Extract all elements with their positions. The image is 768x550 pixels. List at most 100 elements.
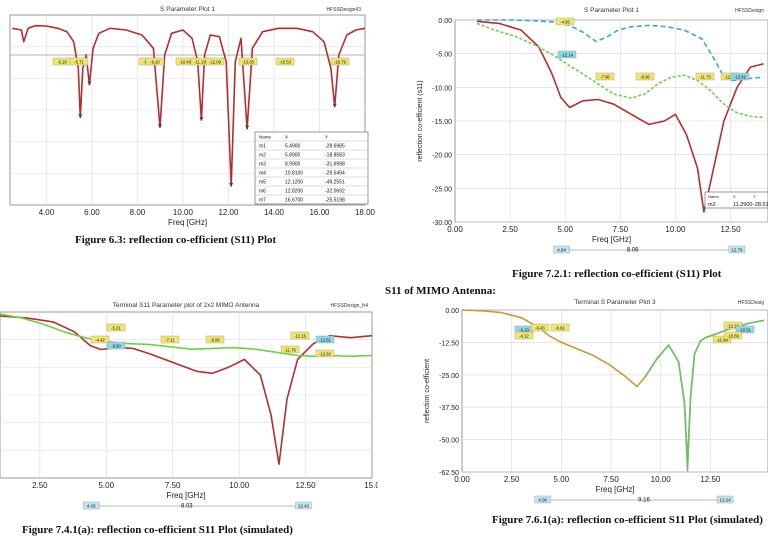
marker-m3	[157, 124, 162, 129]
value-flag-label: -12.16	[294, 334, 307, 339]
delta-label: 8.03	[181, 504, 193, 510]
value-flag	[69, 57, 89, 66]
chart-4-svg: Terminal S Parameter Plot 3 HFSSDesig 0.00…	[424, 299, 768, 504]
value-flag-label: -12.19	[727, 324, 740, 329]
series-line-1	[0, 315, 373, 465]
value-flag-label: -5.21	[111, 326, 121, 331]
chart-s11-plot-1: S Parameter Plot 1 HFSSDesign43 4.00 6.00 8.…	[0, 0, 378, 230]
marker-table-cell: -28.51	[753, 202, 768, 208]
marker-table-cell: 5.4900	[285, 144, 301, 150]
brand-label: HFSSDesign_fr4	[330, 303, 368, 309]
delta-label: 8.06	[627, 248, 639, 254]
x-axis-label: Freq [GHz]	[592, 235, 631, 244]
x-tick-label: 12.50	[296, 481, 317, 490]
marker-table-cell: 5.8900	[285, 153, 301, 159]
brand-label: HFSSDesig	[738, 300, 764, 306]
caption-figure-7-4-1a: Figure 7.4.1(a): reflection co-efficient…	[22, 524, 293, 536]
marker-table-header: X	[285, 135, 288, 140]
x-tick-label: 4.00	[39, 208, 55, 217]
plot-area	[461, 309, 768, 473]
value-flag-label: -12.92	[319, 352, 332, 357]
chart-3-svg: Terminal S11 Parameter plot of 2x2 MIMO …	[0, 302, 378, 510]
chart-title: Terminal S11 Parameter plot of 2x2 MIMO …	[113, 302, 260, 309]
marker-table-cell: -29.5494	[325, 171, 345, 177]
chart-s11-plot-3: Terminal S11 Parameter plot of 2x2 MIMO …	[0, 298, 378, 520]
x-tick-label: 5.00	[557, 225, 573, 234]
x-tick-label: 10.00	[173, 208, 194, 217]
x-tick-label: 0.00	[447, 225, 463, 234]
value-flag	[90, 335, 110, 344]
y-tick-label: -10.00	[432, 85, 452, 92]
chart-title: Terminal S Parameter Plot 3	[574, 299, 656, 306]
value-flag	[238, 57, 258, 66]
marker-table-cell: -49.2551	[325, 180, 345, 186]
chart-title: S Parameter Plot 1	[584, 7, 639, 14]
delta-label: 4.84	[557, 248, 566, 253]
value-flag	[315, 349, 335, 358]
series-line-1	[12, 24, 366, 187]
value-flag-label: -6.10	[519, 328, 529, 333]
marker-table-header: Y	[753, 194, 756, 199]
caption-figure-7-6-1a: Figure 7.6.1(a): reflection co-efficient…	[492, 514, 763, 526]
y-axis-label: reflection co-efficient (s11)	[417, 80, 424, 161]
marker-table-header: X	[733, 194, 736, 199]
chart-title: S Parameter Plot 1	[160, 6, 215, 13]
delta-label: 13.24	[719, 498, 731, 503]
series-line-3	[477, 19, 764, 82]
x-tick-label: 8.00	[130, 208, 146, 217]
x-tick-label: 7.50	[165, 481, 181, 490]
x-tick-label: 12.00	[218, 208, 239, 217]
caption-figure-6-3: Figure 6.3: reflection co-efficient (S11…	[75, 234, 277, 246]
x-tick-label: 2.50	[32, 481, 48, 490]
marker-table-cell: m3	[259, 162, 266, 168]
value-flag-label: -4.42	[95, 338, 105, 343]
x-tick-label: 16.00	[309, 208, 330, 217]
chart-2-svg: S Parameter Plot 1 HFSSDesign 0.00 2.50 5.00…	[417, 7, 768, 254]
delta-label: 4.43	[87, 504, 96, 509]
value-flag-label: -9.80	[111, 344, 121, 349]
value-flag-label: -11.75	[699, 75, 711, 80]
value-flag	[514, 331, 534, 340]
x-tick-label: 6.00	[84, 208, 100, 217]
x-tick-label: 5.00	[554, 475, 570, 484]
x-tick-label: 14.00	[264, 208, 285, 217]
value-flag	[695, 72, 715, 81]
x-tick-label: 10.00	[665, 225, 686, 234]
value-flag	[160, 335, 180, 344]
x-axis-label: Freq [GHz]	[166, 491, 205, 500]
marker-m2	[87, 81, 92, 86]
chart-s11-plot-4: Terminal S Parameter Plot 3 HFSSDesig 0.00…	[400, 296, 768, 512]
chart-s11-plot-2: S Parameter Plot 1 HFSSDesign 0.00 2.50 5.00…	[400, 0, 768, 268]
value-flag-label: -8.89	[210, 338, 220, 343]
value-flag	[712, 335, 732, 344]
caption-figure-7-2-1: Figure 7.2.1: reflection co-efficient (S…	[512, 268, 722, 280]
y-tick-label: -12.50	[439, 340, 459, 347]
value-flag	[280, 345, 300, 354]
value-flag	[290, 331, 310, 340]
y-tick-label: -20.00	[432, 153, 452, 160]
value-flag	[106, 341, 126, 350]
delta-label-box	[82, 501, 100, 510]
delta-label: 4.06	[538, 498, 547, 503]
value-flag	[557, 50, 577, 59]
marker-table-header: Y	[325, 135, 328, 140]
series-line-2	[0, 313, 373, 358]
x-tick-label: 0.00	[454, 475, 470, 484]
marker-table-cell: 10.8100	[285, 171, 303, 177]
value-flag	[530, 323, 550, 332]
marker-m1	[78, 114, 83, 119]
value-flag-label: -12.81	[319, 338, 332, 343]
value-flag-label: -16.79	[334, 60, 347, 65]
marker-table-cell: m4	[259, 171, 266, 177]
value-flag	[145, 57, 165, 66]
marker-table-cell: -25.5198	[325, 198, 345, 204]
value-flag-label: -10.51	[739, 328, 752, 333]
marker-table-cell: -18.8583	[325, 153, 345, 159]
y-tick-label: -15.00	[432, 119, 452, 126]
delta-label-box	[534, 495, 551, 504]
marker-table-cell: 12.1200	[285, 180, 303, 186]
value-flag	[555, 17, 575, 26]
x-tick-label: 7.50	[603, 475, 619, 484]
value-flag-label: -10.40	[179, 60, 192, 65]
marker-table-header: Name	[259, 135, 272, 140]
